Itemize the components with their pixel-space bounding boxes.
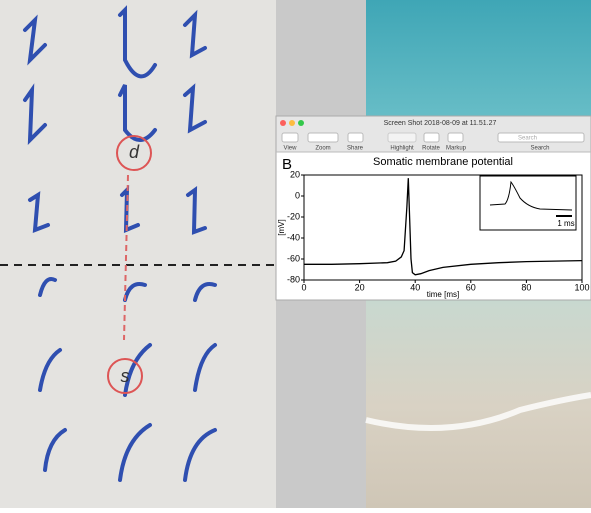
toolbar-label: Highlight xyxy=(390,146,414,152)
toolbar-label: Rotate xyxy=(422,146,440,152)
markup-button[interactable] xyxy=(447,132,464,143)
handwritten-label: s xyxy=(121,366,130,386)
toolbar-label: Zoom xyxy=(315,146,330,152)
x-tick-label: 40 xyxy=(410,282,420,292)
y-tick-label: -60 xyxy=(287,253,300,263)
window-title: Screen Shot 2018-08-09 at 11.51.27 xyxy=(384,120,497,127)
view-button[interactable] xyxy=(281,132,299,143)
panel-label: B xyxy=(282,156,292,173)
x-tick-label: 60 xyxy=(466,282,476,292)
handwritten-label: d xyxy=(129,142,140,162)
plot-frame xyxy=(303,174,583,281)
toolbar-label: Share xyxy=(347,146,364,152)
chart: B Somatic membrane potential 0 20 40 60 80 100 -… xyxy=(277,156,589,299)
minimize-button[interactable] xyxy=(289,120,295,126)
y-tick-label: -20 xyxy=(287,211,300,221)
y-axis-label: [mV] xyxy=(277,219,286,235)
inset-trace xyxy=(489,180,573,211)
zoom-button[interactable] xyxy=(298,120,304,126)
search-field[interactable] xyxy=(497,132,585,143)
x-tick-label: 100 xyxy=(574,282,589,292)
x-tick-label: 80 xyxy=(521,282,531,292)
y-tick-label: 0 xyxy=(295,190,300,200)
red-dashed-line xyxy=(123,174,129,341)
y-tick-label: -80 xyxy=(287,274,300,284)
close-button[interactable] xyxy=(280,120,286,126)
toolbar-label: Markup xyxy=(446,146,467,152)
wave xyxy=(365,392,591,431)
scale-label: 1 ms xyxy=(557,219,574,228)
y-tick-label: -40 xyxy=(287,232,300,242)
zoom-buttons[interactable] xyxy=(307,132,339,143)
label-circle xyxy=(107,358,143,394)
toolbar-label: Search xyxy=(530,146,549,152)
toolbar-label: View xyxy=(284,146,298,152)
inset-frame xyxy=(479,175,577,231)
highlight-button[interactable] xyxy=(387,132,417,143)
whiteboard-photo xyxy=(0,0,276,508)
rotate-button[interactable] xyxy=(423,132,440,143)
search-placeholder: Search xyxy=(518,136,537,142)
x-tick-label: 20 xyxy=(355,282,365,292)
label-circle xyxy=(116,135,152,171)
trace xyxy=(304,178,583,276)
x-tick-label: 0 xyxy=(301,282,306,292)
chart-title: Somatic membrane potential xyxy=(373,156,513,168)
x-axis-label: time [ms] xyxy=(427,290,459,299)
y-tick-label: 20 xyxy=(290,169,300,179)
share-button[interactable] xyxy=(347,132,364,143)
